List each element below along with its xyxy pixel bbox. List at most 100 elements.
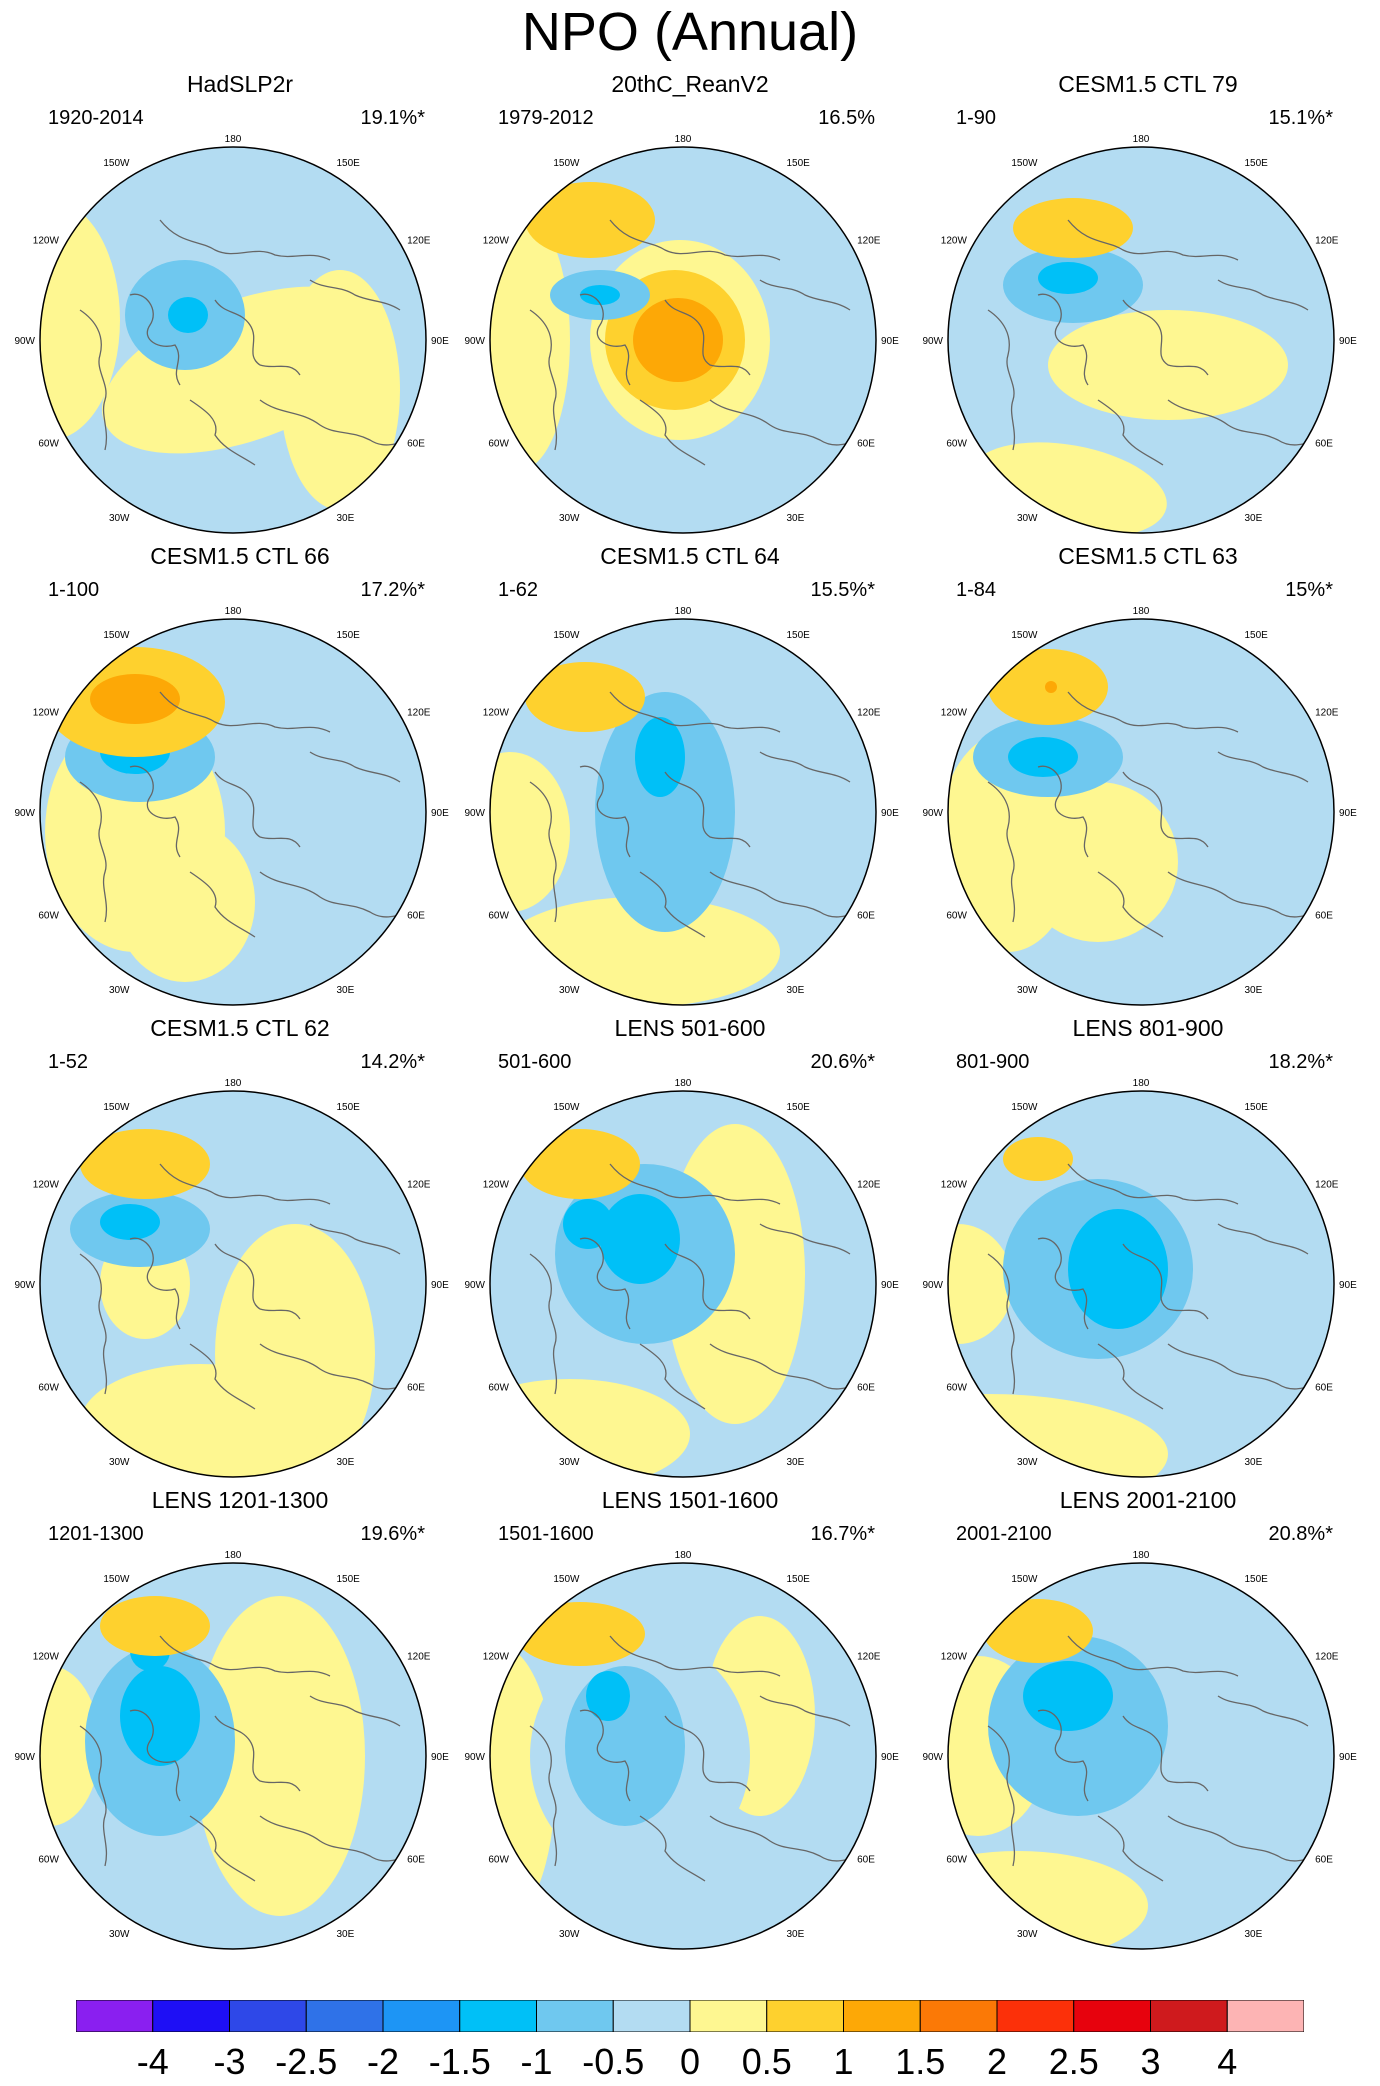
- longitude-label: 90E: [431, 1280, 449, 1291]
- anomaly-region: [635, 717, 685, 797]
- longitude-label: 30W: [109, 1929, 130, 1940]
- longitude-label: 120W: [941, 236, 968, 247]
- coastline: [609, 1163, 781, 1205]
- panel-period: 1-84: [956, 579, 997, 601]
- coastline: [189, 1815, 256, 1882]
- anomaly-region: [1023, 1661, 1113, 1731]
- longitude-label: 120E: [407, 708, 431, 719]
- longitude-label: 150W: [1011, 1102, 1038, 1113]
- longitude-label: 30E: [787, 513, 805, 524]
- longitude-label: 30W: [1017, 513, 1038, 524]
- longitude-label: 60W: [946, 1383, 967, 1394]
- longitude-label: 120E: [857, 1180, 881, 1191]
- polar-map: 180090W90E150W150E120W120E60W60E30W30E: [922, 1550, 1357, 1950]
- longitude-label: 30E: [337, 513, 355, 524]
- longitude-label: 90W: [14, 1752, 35, 1763]
- panel-period: 1201-1300: [48, 1523, 144, 1545]
- map-panel: 180090W90E150W150E120W120E60W60E30W30E L…: [460, 1486, 920, 1956]
- panel-variance: 15%*: [1285, 579, 1333, 601]
- polar-map: 180090W90E150W150E120W120E60W60E30W30E: [922, 134, 1357, 534]
- longitude-label: 60E: [857, 911, 875, 922]
- coastline: [987, 1725, 1016, 1867]
- longitude-label: 30E: [1245, 513, 1263, 524]
- colorbar-tick-label: 2.5: [1048, 2041, 1099, 2082]
- longitude-label: 120E: [857, 708, 881, 719]
- longitude-label: 150W: [1011, 630, 1038, 641]
- coastline: [1122, 299, 1209, 376]
- map-outline: [39, 146, 427, 534]
- coastline: [159, 1635, 331, 1677]
- coastline: [1097, 1815, 1164, 1882]
- longitude-label: 150E: [1245, 630, 1269, 641]
- longitude-label: 90W: [464, 1752, 485, 1763]
- longitude-label: 120W: [33, 236, 60, 247]
- longitude-label: 60W: [946, 911, 967, 922]
- coastline: [259, 871, 409, 918]
- longitude-label: 30W: [559, 985, 580, 996]
- coastline: [79, 1253, 108, 1395]
- panel-variance: 14.2%*: [360, 1051, 426, 1073]
- map-panel: 180090W90E150W150E120W120E60W60E30W30E 2…: [460, 70, 920, 540]
- longitude-label: 60E: [1315, 1383, 1333, 1394]
- coastline: [1037, 293, 1089, 386]
- coastline: [609, 219, 781, 261]
- panel-period: 1979-2012: [498, 107, 594, 129]
- coastline: [79, 781, 108, 923]
- coastline: [664, 771, 751, 848]
- longitude-label: 150E: [337, 158, 361, 169]
- page-title: NPO (Annual): [521, 2, 859, 62]
- coastline: [709, 399, 859, 446]
- longitude-label: 60W: [38, 1855, 59, 1866]
- coastline: [1167, 399, 1317, 446]
- panel-variance: 15.1%*: [1268, 107, 1334, 129]
- longitude-label: 60W: [488, 1855, 509, 1866]
- longitude-label: 150E: [337, 630, 361, 641]
- colorbar: [76, 2000, 1304, 2032]
- coastline: [529, 1253, 558, 1395]
- map-outline: [947, 618, 1335, 1006]
- longitude-label: 30W: [109, 1457, 130, 1468]
- anomaly-region: [1008, 737, 1078, 777]
- coastline: [159, 219, 331, 261]
- map-panel: 180090W90E150W150E120W120E60W60E30W30E C…: [10, 1014, 470, 1484]
- colorbar-swatch: [996, 2000, 1075, 2032]
- longitude-label: 150W: [103, 1102, 130, 1113]
- coastline: [189, 1343, 256, 1410]
- anomaly-region: [1013, 198, 1133, 258]
- anomaly-field: [948, 1137, 1317, 1477]
- anomaly-region: [563, 1199, 613, 1249]
- panel-title: CESM1.5 CTL 79: [1058, 71, 1238, 97]
- anomaly-region: [1068, 1209, 1168, 1329]
- longitude-label: 60W: [488, 911, 509, 922]
- polar-map: 180090W90E150W150E120W120E60W60E30W30E: [14, 1078, 449, 1478]
- anomaly-region: [1045, 681, 1057, 693]
- polar-map: 180090W90E150W150E120W120E60W60E30W30E: [14, 1550, 449, 1950]
- longitude-label: 60W: [38, 911, 59, 922]
- panel-variance: 19.6%*: [360, 1523, 426, 1545]
- anomaly-region: [525, 662, 645, 732]
- anomaly-region: [100, 1596, 210, 1656]
- panel-period: 801-900: [956, 1051, 1030, 1073]
- panel-variance: 17.2%*: [360, 579, 426, 601]
- coastline: [1217, 1695, 1309, 1727]
- longitude-label: 180: [675, 134, 692, 145]
- longitude-label: 120E: [1315, 236, 1339, 247]
- longitude-label: 120W: [483, 1180, 510, 1191]
- longitude-label: 90E: [1339, 808, 1357, 819]
- colorbar-swatch: [152, 2000, 230, 2032]
- longitude-label: 30W: [109, 985, 130, 996]
- longitude-label: 90W: [14, 1280, 35, 1291]
- map-panel: 180090W90E150W150E120W120E60W60E30W30E C…: [460, 542, 920, 1012]
- anomaly-region: [595, 692, 735, 932]
- longitude-label: 30W: [559, 513, 580, 524]
- colorbar-swatch: [766, 2000, 844, 2032]
- anomaly-region: [1038, 262, 1098, 294]
- longitude-label: 150E: [1245, 1574, 1269, 1585]
- longitude-label: 30E: [787, 1457, 805, 1468]
- longitude-label: 90W: [14, 336, 35, 347]
- coastline: [529, 1725, 558, 1867]
- longitude-label: 120E: [1315, 1180, 1339, 1191]
- anomaly-field: [40, 1596, 409, 1916]
- coastline: [609, 691, 781, 733]
- colorbar-tick-label: 1.5: [895, 2041, 946, 2082]
